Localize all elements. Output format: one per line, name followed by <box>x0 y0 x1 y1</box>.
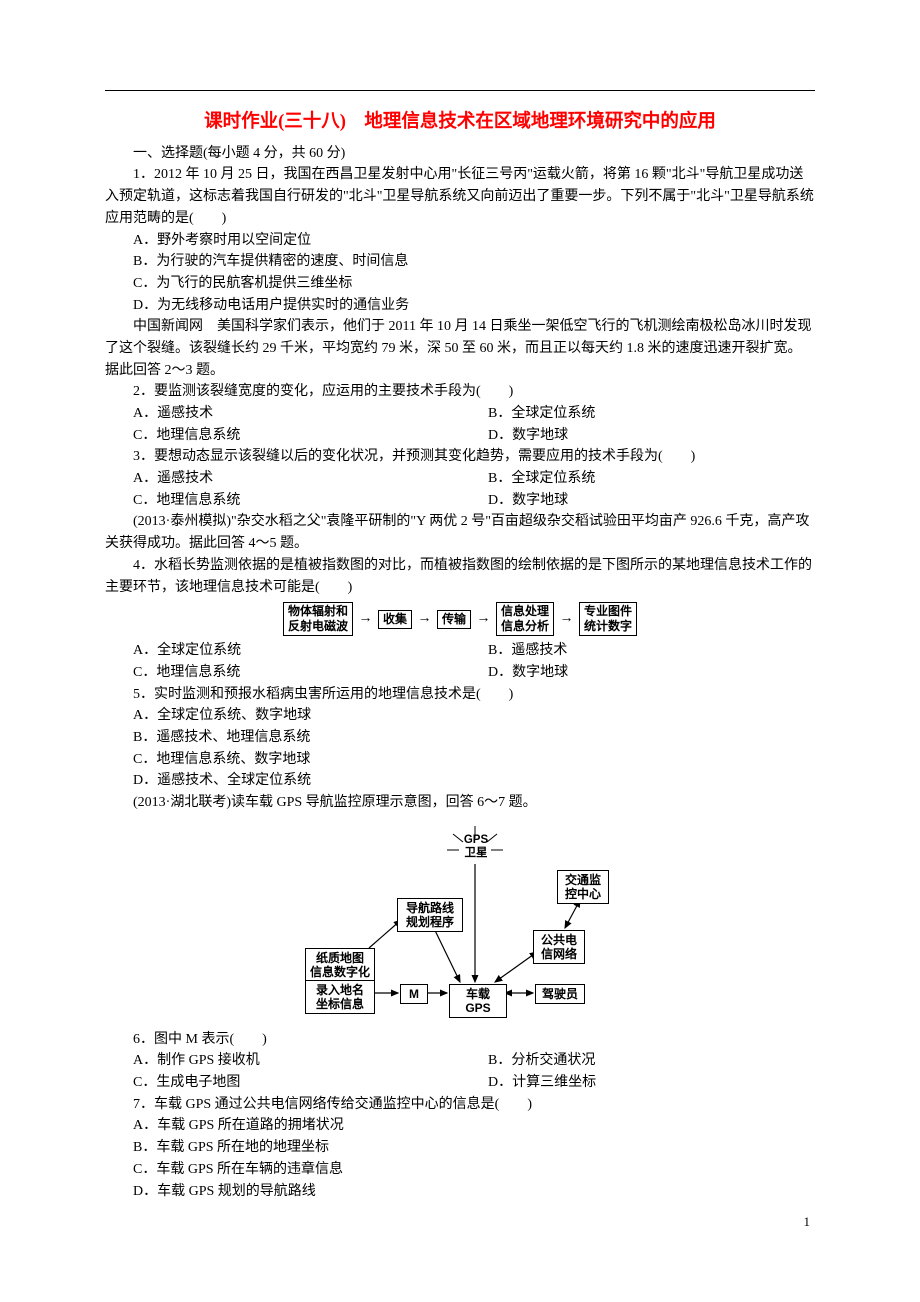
q3-option-b: B．全球定位系统 <box>460 468 815 490</box>
q6-options: A．制作 GPS 接收机 B．分析交通状况 C．生成电子地图 D．计算三维坐标 <box>105 1050 815 1093</box>
q2-option-b: B．全球定位系统 <box>460 403 815 425</box>
q4-stem: 4．水稻长势监测依据的是植被指数图的对比，而植被指数图的绘制依据的是下图所示的某… <box>105 555 815 598</box>
q2-option-d: D．数字地球 <box>460 425 815 447</box>
flow-node-3: 传输 <box>437 610 471 629</box>
q5-stem: 5．实时监测和预报水稻病虫害所运用的地理信息技术是( ) <box>105 684 815 706</box>
q4-option-c: C．地理信息系统 <box>105 662 460 684</box>
q4-options: A．全球定位系统 B．遥感技术 C．地理信息系统 D．数字地球 <box>105 640 815 683</box>
q7-option-b: B．车载 GPS 所在地的地理坐标 <box>105 1137 815 1159</box>
q6-option-b: B．分析交通状况 <box>460 1050 815 1072</box>
top-rule <box>105 90 815 91</box>
q4-option-d: D．数字地球 <box>460 662 815 684</box>
q7-option-d: D．车载 GPS 规划的导航路线 <box>105 1181 815 1203</box>
q2-option-c: C．地理信息系统 <box>105 425 460 447</box>
q7-option-a: A．车载 GPS 所在道路的拥堵状况 <box>105 1115 815 1137</box>
node-telecom: 公共电信网络 <box>533 930 585 965</box>
page: 课时作业(三十八) 地理信息技术在区域地理环境研究中的应用 一、选择题(每小题 … <box>0 0 920 1242</box>
node-m: M <box>400 984 428 1004</box>
q5-option-a: A．全球定位系统、数字地球 <box>105 705 815 727</box>
q5-option-d: D．遥感技术、全球定位系统 <box>105 770 815 792</box>
flow-node-4: 信息处理信息分析 <box>496 602 554 636</box>
q5-option-b: B．遥感技术、地理信息系统 <box>105 727 815 749</box>
q6-option-c: C．生成电子地图 <box>105 1072 460 1094</box>
flow-node-2: 收集 <box>378 610 412 629</box>
q6-option-d: D．计算三维坐标 <box>460 1072 815 1094</box>
arrow-icon: → <box>475 608 493 630</box>
passage-2: (2013·泰州模拟)"杂交水稻之父"袁隆平研制的"Y 两优 2 号"百亩超级杂… <box>105 511 815 554</box>
q7-option-c: C．车载 GPS 所在车辆的违章信息 <box>105 1159 815 1181</box>
page-number: 1 <box>804 1212 811 1232</box>
arrow-icon: → <box>356 608 374 630</box>
flow-node-5: 专业图件统计数字 <box>579 602 637 636</box>
node-car-gps: 车载 GPS <box>449 984 507 1019</box>
q7-stem: 7．车载 GPS 通过公共电信网络传给交通监控中心的信息是( ) <box>105 1094 815 1116</box>
arrow-icon: → <box>558 608 576 630</box>
q2-option-a: A．遥感技术 <box>105 403 460 425</box>
arrow-icon: → <box>415 608 433 630</box>
q6-stem: 6．图中 M 表示( ) <box>105 1029 815 1051</box>
node-coord: 录入地名坐标信息 <box>305 980 375 1015</box>
q2-options: A．遥感技术 B．全球定位系统 C．地理信息系统 D．数字地球 <box>105 403 815 446</box>
node-gps-sat: GPS卫星 <box>451 834 501 860</box>
q6-option-a: A．制作 GPS 接收机 <box>105 1050 460 1072</box>
node-monitor: 交通监控中心 <box>557 870 609 905</box>
node-paper-map: 纸质地图信息数字化 <box>305 948 375 983</box>
q3-stem: 3．要想动态显示该裂缝以后的变化状况，并预测其变化趋势，需要应用的技术手段为( … <box>133 449 695 464</box>
flow-node-1: 物体辐射和反射电磁波 <box>283 602 353 636</box>
passage-1: 中国新闻网 美国科学家们表示，他们于 2011 年 10 月 14 日乘坐一架低… <box>105 316 815 381</box>
q1-option-d: D．为无线移动电话用户提供实时的通信业务 <box>105 295 815 317</box>
flow-diagram: 物体辐射和反射电磁波 → 收集 → 传输 → 信息处理信息分析 → 专业图件统计… <box>105 602 815 636</box>
q2-stem: 2．要监测该裂缝宽度的变化，应运用的主要技术手段为( ) <box>105 381 815 403</box>
q1-stem: 1．2012 年 10 月 25 日，我国在西昌卫星发射中心用"长征三号丙"运载… <box>105 164 815 229</box>
q4-option-a: A．全球定位系统 <box>105 640 460 662</box>
q5-option-c: C．地理信息系统、数字地球 <box>105 749 815 771</box>
q3-option-d: D．数字地球 <box>460 490 815 512</box>
q1-option-b: B．为行驶的汽车提供精密的速度、时间信息 <box>105 251 815 273</box>
node-plan: 导航路线规划程序 <box>397 898 463 933</box>
q1-option-a: A．野外考察时用以空间定位 <box>105 230 815 252</box>
q3-stem-line1: 3．要想动态显示该裂缝以后的变化状况，并预测其变化趋势，需要应用的技术手段为( … <box>105 446 815 468</box>
q3-options: A．遥感技术 B．全球定位系统 C．地理信息系统 D．数字地球 <box>105 468 815 511</box>
section-1-heading: 一、选择题(每小题 4 分，共 60 分) <box>105 143 815 165</box>
node-driver: 驾驶员 <box>535 984 585 1004</box>
q4-option-b: B．遥感技术 <box>460 640 815 662</box>
network-diagram: GPS卫星 导航路线规划程序 纸质地图信息数字化 录入地名坐标信息 M 车载 G… <box>305 820 615 1025</box>
q3-option-a: A．遥感技术 <box>105 468 460 490</box>
worksheet-title: 课时作业(三十八) 地理信息技术在区域地理环境研究中的应用 <box>105 109 815 137</box>
q3-option-c: C．地理信息系统 <box>105 490 460 512</box>
q1-option-c: C．为飞行的民航客机提供三维坐标 <box>105 273 815 295</box>
passage-3: (2013·湖北联考)读车载 GPS 导航监控原理示意图，回答 6～7 题。 <box>105 792 815 814</box>
